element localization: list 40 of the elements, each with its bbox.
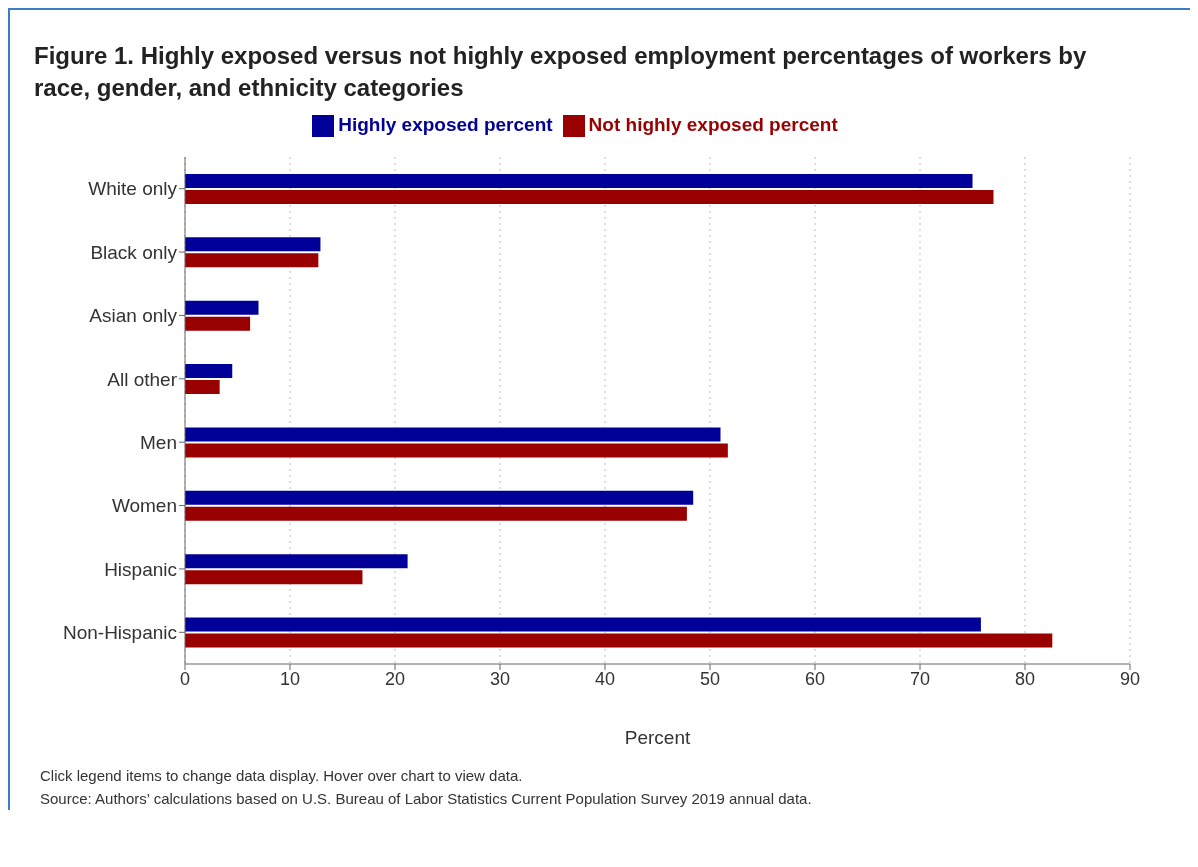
x-tick-label: 60 (804, 668, 826, 689)
x-tick-label: 80 (1014, 668, 1036, 689)
legend-label: Highly exposed percent (338, 114, 553, 135)
legend-label: Not highly exposed percent (588, 114, 838, 135)
bar (185, 633, 1053, 648)
x-tick-label: 10 (279, 668, 301, 689)
x-tick-label: 90 (1119, 668, 1141, 689)
bar (185, 253, 319, 268)
y-tick-label: Black only (90, 241, 178, 263)
chart-title: Figure 1. Highly exposed versus not highly exposed employment percentages of workers by race, gender, and ethnicity categories (34, 41, 1088, 103)
bar (185, 189, 994, 204)
bar (185, 554, 408, 569)
bar (185, 173, 973, 188)
bar (185, 617, 981, 632)
x-tick-label: 70 (909, 668, 931, 689)
bar (185, 237, 321, 252)
text: Click legend items to change data display. Hover over chart to view data. (40, 766, 524, 786)
source-note: Source: Authors’ calculations based on U.S. Bureau of Labor Statistics Current Population Survey 2019 annual data. (40, 789, 813, 809)
bar (185, 443, 728, 458)
y-tick-label: Women (111, 495, 177, 517)
y-tick-label: White only (88, 178, 178, 200)
x-tick-label: 0 (179, 668, 191, 689)
y-tick-label: Non-Hispanic (62, 622, 177, 644)
x-axis-title: Percent (624, 727, 691, 748)
bar (185, 300, 259, 315)
x-tick-label: 50 (699, 668, 721, 689)
y-tick-label: Asian only (89, 305, 178, 327)
bar (185, 364, 233, 379)
y-tick-label: Men (140, 431, 177, 453)
bar (185, 380, 220, 395)
y-tick-label: Hispanic (104, 558, 177, 580)
bar (185, 427, 721, 442)
x-tick-label: 20 (384, 668, 406, 689)
bar (185, 506, 687, 521)
bar (185, 570, 363, 585)
x-tick-label: 40 (594, 668, 616, 689)
bar (185, 316, 251, 331)
bar (185, 490, 694, 505)
x-tick-label: 30 (489, 668, 511, 689)
y-tick-label: All other (107, 368, 178, 390)
